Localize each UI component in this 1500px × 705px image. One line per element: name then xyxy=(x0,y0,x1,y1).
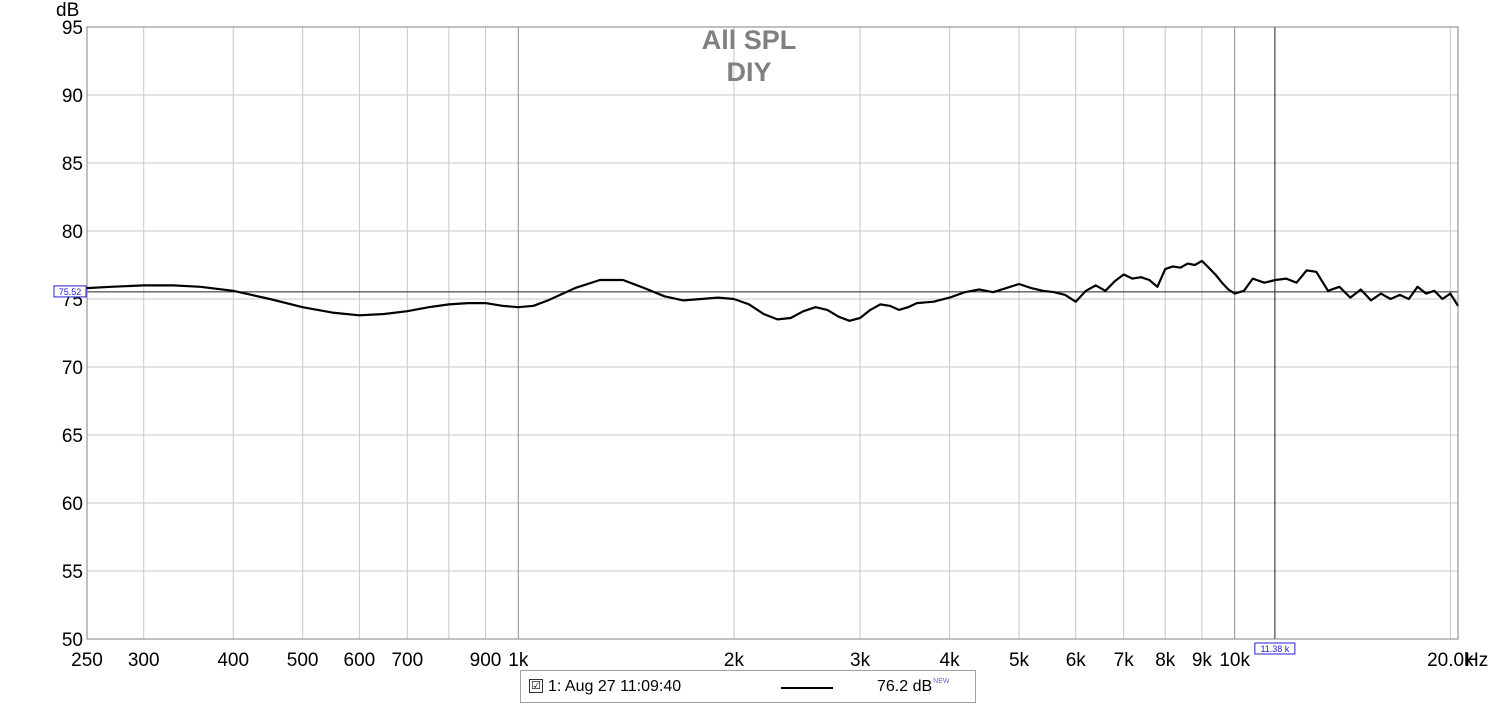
cursor-x-marker[interactable]: 11.38 k xyxy=(1254,642,1296,655)
x-axis-unit: Hz xyxy=(1465,650,1488,670)
x-tick-label: 700 xyxy=(391,650,423,670)
y-tick-label: 60 xyxy=(62,494,83,515)
cursor-y-marker[interactable]: 75.52 xyxy=(53,285,87,298)
x-tick-label: 5k xyxy=(1009,650,1030,670)
legend-line-swatch xyxy=(781,687,833,689)
legend-entry-value: 76.2 dBNEW xyxy=(877,678,950,696)
y-tick-label: 90 xyxy=(62,86,83,107)
cursor-y-marker-box xyxy=(53,285,87,298)
x-tick-label: 1k xyxy=(508,650,529,670)
cursor-x-marker-box xyxy=(1254,642,1296,655)
x-tick-label: 250 xyxy=(71,650,103,670)
x-tick-label: 400 xyxy=(217,650,249,670)
y-tick-label: 70 xyxy=(62,358,83,379)
legend-entry-name: 1: Aug 27 11:09:40 xyxy=(548,678,682,695)
x-tick-label: 10k xyxy=(1219,650,1250,670)
x-tick-label: 3k xyxy=(850,650,871,670)
y-tick-label: 50 xyxy=(62,630,83,651)
x-tick-label: 6k xyxy=(1066,650,1087,670)
x-tick-label: 600 xyxy=(344,650,376,670)
grid-lines xyxy=(86,26,1458,640)
x-tick-label: 4k xyxy=(940,650,961,670)
y-tick-label: 95 xyxy=(62,18,83,39)
cursor-y-marker-label: 75.52 xyxy=(59,287,82,297)
chart-subtitle: DIY xyxy=(726,57,771,87)
legend: ☑ 1: Aug 27 11:09:40 76.2 dBNEW xyxy=(520,670,976,703)
x-tick-label: 500 xyxy=(287,650,319,670)
trace-layer xyxy=(86,259,1459,322)
y-tick-label: 55 xyxy=(62,562,83,583)
x-tick-label: 900 xyxy=(470,650,502,670)
x-tick-label: 20.0k xyxy=(1427,650,1474,670)
y-tick-label: 80 xyxy=(62,222,83,243)
trace-visibility-checkbox[interactable]: ☑ xyxy=(529,679,543,693)
y-tick-label: 65 xyxy=(62,426,83,447)
y-axis-label: dB xyxy=(56,0,79,21)
cursor-lines xyxy=(87,27,1458,639)
plot-frame xyxy=(86,26,1459,640)
x-tick-labels: 250 300 400 500 600 700 900 1k 2k 3k 4k 5k 6k 7k 8k 9k 1… xyxy=(71,650,1474,670)
x-tick-label: 8k xyxy=(1155,650,1176,670)
chart-title: All SPL xyxy=(702,25,797,55)
x-tick-label: 300 xyxy=(128,650,160,670)
x-tick-label: 2k xyxy=(724,650,745,670)
x-tick-label: 7k xyxy=(1114,650,1135,670)
new-badge: NEW xyxy=(933,678,950,685)
x-tick-label: 9k xyxy=(1192,650,1213,670)
legend-value-text: 76.2 dB xyxy=(877,678,933,695)
y-tick-label: 85 xyxy=(62,154,83,175)
cursor-x-marker-label: 11.38 k xyxy=(1260,644,1289,654)
plot-background xyxy=(87,27,1458,639)
spl-trace[interactable] xyxy=(86,259,1459,322)
